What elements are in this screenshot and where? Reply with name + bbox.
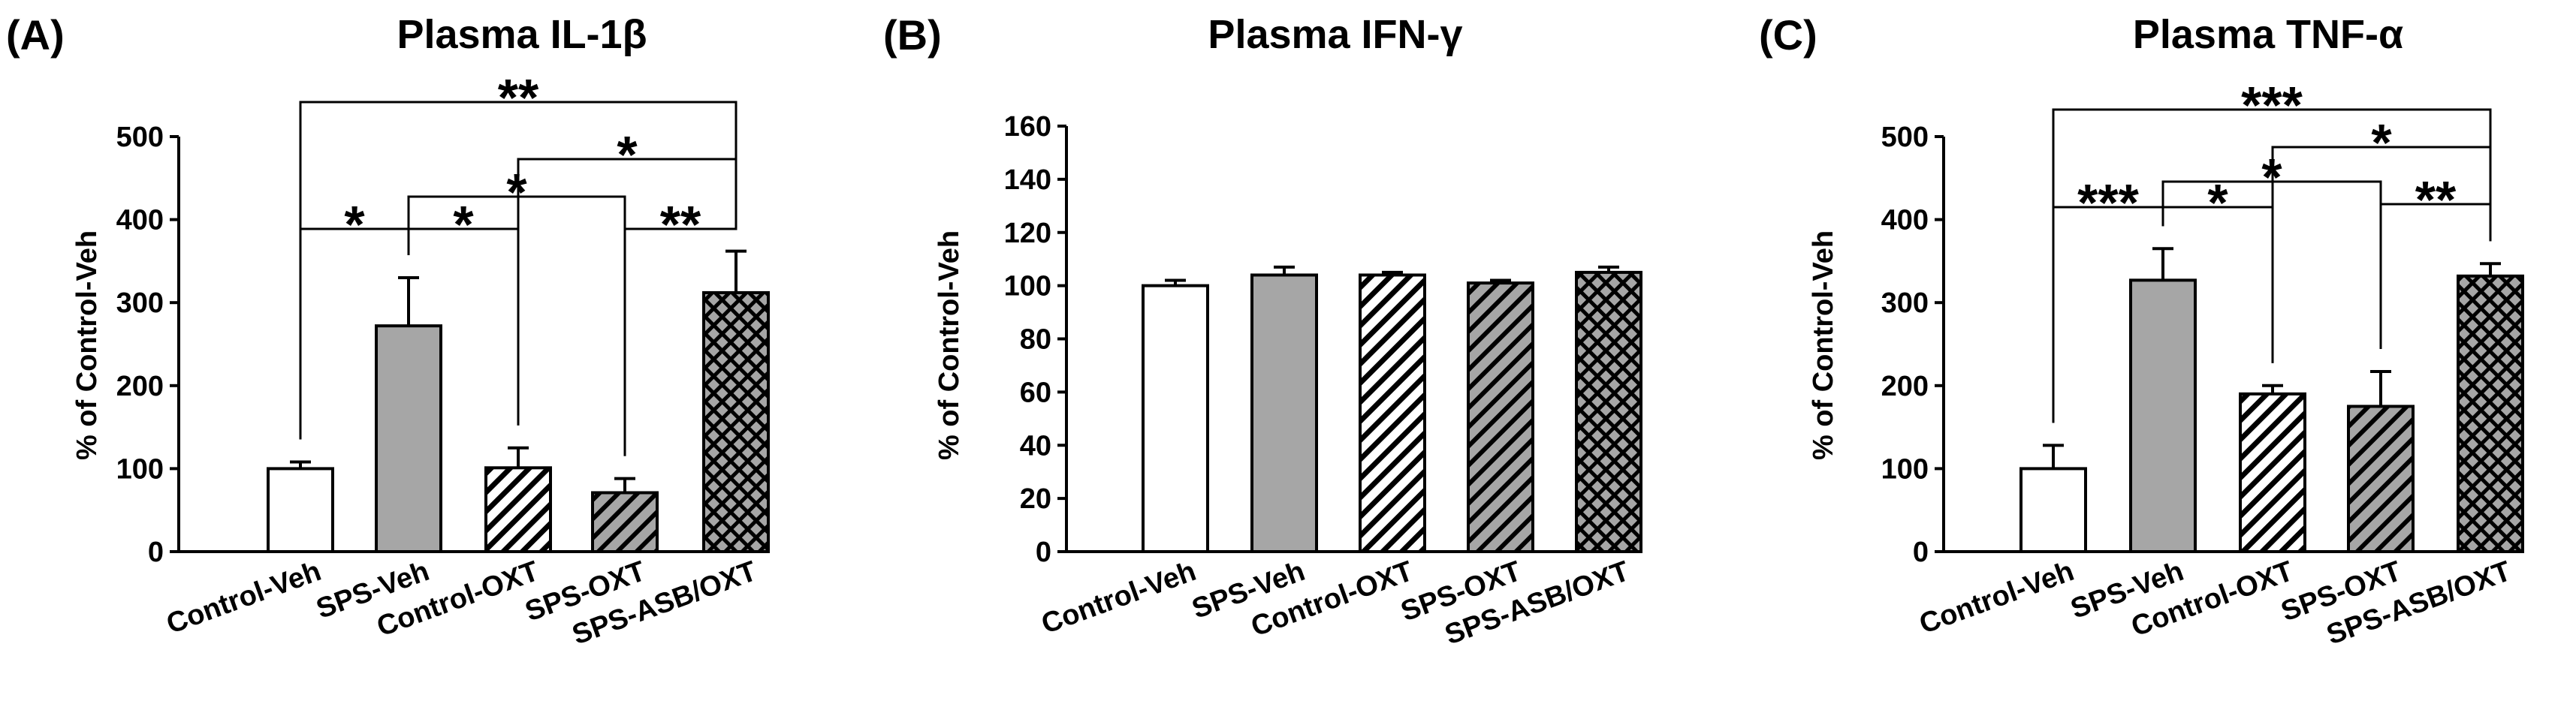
x-tick-label: Control-Veh	[1915, 555, 2078, 640]
x-tick-label: Control-Veh	[162, 555, 325, 640]
bar-control-oxt	[2239, 392, 2306, 553]
panel-b: (B) Plasma IFN-γ % of Control-Veh 0 20 40 6…	[883, 11, 1642, 651]
y-tick-label: 100	[1004, 271, 1051, 302]
bar-sps-asb-oxt	[702, 290, 770, 553]
panel-a: (A) Plasma IL-1β % of Control-Veh 0 100 20…	[6, 11, 770, 651]
significance-label: **	[660, 195, 701, 254]
x-tick-label: Control-Veh	[1037, 555, 1200, 640]
y-tick-label: 100	[1881, 453, 1929, 485]
significance-bracket	[2052, 206, 2164, 423]
significance-bracket	[623, 227, 738, 456]
panel-a-plot: 0100200300400500Control-VehSPS-VehContro…	[116, 68, 770, 651]
panel-b-plot: 020406080100120140160Control-VehSPS-VehC…	[1004, 111, 1642, 651]
panel-b-letter: (B)	[883, 11, 942, 59]
bar-sps-oxt	[591, 491, 659, 553]
significance-label: **	[2415, 170, 2457, 229]
y-tick-label: 100	[116, 453, 164, 485]
bar-control-veh	[2019, 467, 2087, 554]
y-tick-label: 400	[1881, 205, 1929, 236]
bar-sps-asb-oxt	[1575, 270, 1642, 553]
significance-label: *	[506, 163, 527, 221]
significance-label: *	[617, 125, 638, 184]
bar-sps-oxt	[2347, 405, 2415, 554]
panel-a-ylabel: % of Control-Veh	[71, 230, 103, 460]
y-tick-label: 140	[1004, 164, 1051, 196]
panel-c: (C) Plasma TNF-α % of Control-Veh 0 100 20…	[1759, 11, 2524, 651]
y-tick-label: 300	[1881, 287, 1929, 319]
panel-c-ylabel: % of Control-Veh	[1808, 230, 1839, 460]
significance-label: *	[2207, 173, 2228, 232]
bar-control-oxt	[484, 466, 552, 554]
y-tick-label: 500	[1881, 122, 1929, 153]
panel-c-letter: (C)	[1759, 11, 1817, 59]
y-tick-label: 500	[116, 122, 164, 153]
y-tick-label: 200	[116, 371, 164, 402]
significance-label: *	[453, 195, 474, 254]
significance-label: ***	[2077, 173, 2139, 232]
significance-label: *	[344, 195, 365, 254]
y-tick-label: 20	[1020, 483, 1051, 515]
y-tick-label: 0	[148, 537, 164, 568]
significance-label: *	[2371, 113, 2392, 172]
bar-sps-veh	[1250, 273, 1318, 553]
significance-bracket	[299, 227, 410, 440]
significance-label: **	[498, 68, 539, 127]
bar-sps-veh	[375, 324, 442, 553]
panel-a-letter: (A)	[6, 11, 65, 59]
panel-c-plot: 0100200300400500Control-VehSPS-VehContro…	[1881, 76, 2524, 651]
y-tick-label: 60	[1020, 377, 1051, 408]
bar-sps-asb-oxt	[2457, 274, 2524, 553]
significance-bracket	[2379, 203, 2492, 349]
panel-c-title: Plasma TNF-α	[2133, 12, 2403, 57]
y-tick-label: 400	[116, 205, 164, 236]
y-tick-label: 0	[1036, 537, 1051, 568]
bar-control-veh	[267, 467, 334, 554]
panel-a-title: Plasma IL-1β	[397, 12, 647, 57]
y-tick-label: 40	[1020, 430, 1051, 462]
bar-sps-oxt	[1467, 281, 1534, 553]
panel-b-ylabel: % of Control-Veh	[934, 230, 965, 460]
y-tick-label: 200	[1881, 371, 1929, 402]
y-tick-label: 80	[1020, 324, 1051, 356]
bar-control-oxt	[1359, 273, 1426, 553]
bar-sps-veh	[2129, 278, 2197, 553]
significance-label: *	[2261, 148, 2282, 206]
significance-label: ***	[2241, 76, 2303, 134]
y-tick-label: 300	[116, 287, 164, 319]
panel-b-title: Plasma IFN-γ	[1208, 12, 1462, 57]
y-tick-label: 160	[1004, 111, 1051, 143]
y-tick-label: 120	[1004, 218, 1051, 249]
y-tick-label: 0	[1913, 537, 1929, 568]
bar-control-veh	[1142, 284, 1209, 553]
